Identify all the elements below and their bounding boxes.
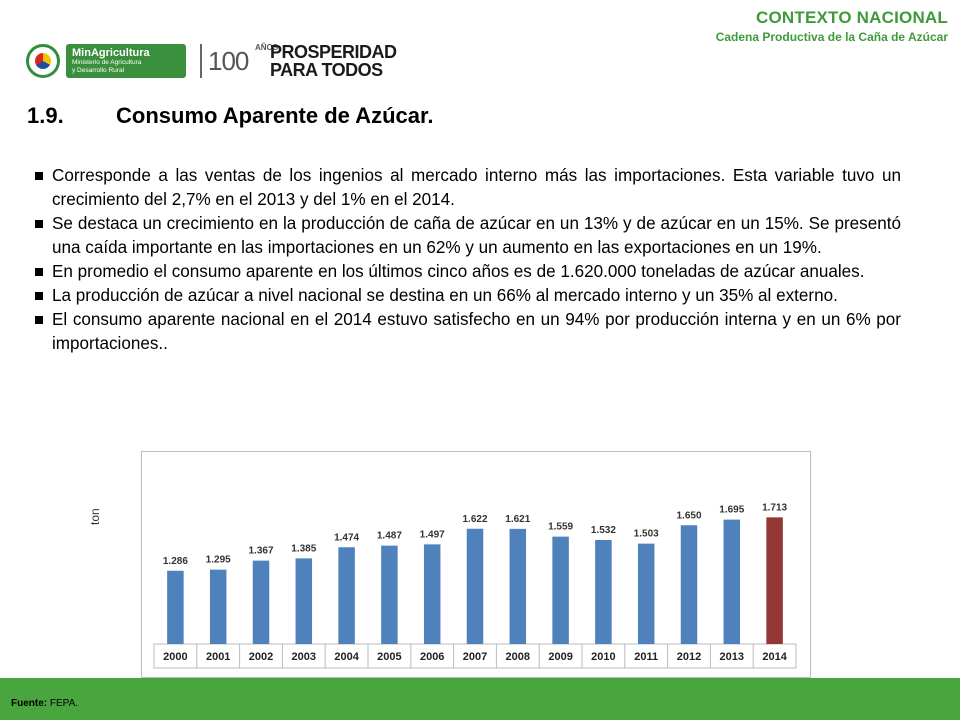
bullet-text: El consumo aparente nacional en el 2014 … <box>52 310 901 353</box>
data-label: 1.532 <box>591 525 616 536</box>
x-tick-label: 2012 <box>677 651 701 663</box>
ministry-line1: Ministerio de Agricultura <box>72 59 142 66</box>
data-label: 1.650 <box>676 510 701 521</box>
source-value: FEPA. <box>49 698 79 709</box>
bullet-item: Corresponde a las ventas de los ingenios… <box>35 164 901 212</box>
bar <box>381 545 398 644</box>
x-tick-label: 2006 <box>420 651 444 663</box>
header-subtitle: Cadena Productiva de la Caña de Azúcar <box>715 30 948 44</box>
bullet-item: El consumo aparente nacional en el 2014 … <box>35 308 901 356</box>
bullet-text: En promedio el consumo aparente en los ú… <box>52 262 865 281</box>
section-title: 1.9. Consumo Aparente de Azúcar. <box>27 103 433 129</box>
bar <box>723 519 741 644</box>
data-label: 1.286 <box>163 556 188 567</box>
data-label: 1.474 <box>334 532 359 543</box>
bullet-square-icon <box>35 220 43 228</box>
data-label: 1.503 <box>634 529 659 540</box>
bar <box>552 536 569 644</box>
data-label: 1.487 <box>377 531 402 542</box>
bullet-text: Corresponde a las ventas de los ingenios… <box>52 166 901 209</box>
source-label: Fuente: <box>11 698 48 709</box>
x-tick-label: 2007 <box>463 651 487 663</box>
data-label: 1.622 <box>462 514 487 525</box>
x-tick-label: 2001 <box>206 651 230 663</box>
bullet-item: En promedio el consumo aparente en los ú… <box>35 260 901 284</box>
bar <box>338 547 355 644</box>
bullet-text: La producción de azúcar a nivel nacional… <box>52 286 838 305</box>
x-tick-label: 2011 <box>634 651 658 663</box>
data-label: 1.497 <box>420 529 445 540</box>
x-tick-label: 2009 <box>548 651 572 663</box>
bullet-item: Se destaca un crecimiento en la producci… <box>35 212 901 260</box>
bar <box>209 569 227 644</box>
bullet-text: Se destaca un crecimiento en la producci… <box>52 214 901 257</box>
minagricultura-logo: MinAgricultura Ministerio de Agricultura… <box>66 44 186 78</box>
data-label: 1.621 <box>505 514 530 525</box>
bar <box>167 570 184 644</box>
consumption-chart: 1.286 2000 1.295 2001 1.367 2002 1.385 2003 1.47… <box>141 451 811 678</box>
x-tick-label: 2000 <box>163 651 187 663</box>
bar <box>423 544 441 644</box>
bar <box>637 543 655 644</box>
bullet-square-icon <box>35 172 43 180</box>
data-label: 1.367 <box>248 546 273 557</box>
logo-bar: MinAgricultura Ministerio de Agricultura… <box>22 40 397 82</box>
bar <box>466 528 484 644</box>
header-title: CONTEXTO NACIONAL <box>756 8 948 27</box>
bullet-list: Corresponde a las ventas de los ingenios… <box>35 164 901 356</box>
bar <box>252 560 270 644</box>
section-heading: Consumo Aparente de Azúcar. <box>116 103 434 128</box>
bullet-square-icon <box>35 316 43 324</box>
bar <box>509 528 527 644</box>
x-tick-label: 2005 <box>377 651 401 663</box>
ministry-name: MinAgricultura <box>72 47 150 59</box>
hundred-years-logo: 100 <box>208 46 249 76</box>
data-label: 1.295 <box>206 555 231 566</box>
bullet-item: La producción de azúcar a nivel nacional… <box>35 284 901 308</box>
bullet-square-icon <box>35 292 43 300</box>
x-tick-label: 2014 <box>762 651 787 663</box>
x-tick-label: 2008 <box>506 651 530 663</box>
colombia-seal-icon <box>26 44 60 78</box>
ministry-line2: y Desarrollo Rural <box>72 67 125 74</box>
bullet-square-icon <box>35 268 43 276</box>
data-label: 1.713 <box>762 502 787 513</box>
chart-unit-label: ton <box>88 508 102 525</box>
footer-source: Fuente: FEPA. <box>11 698 78 709</box>
x-tick-label: 2013 <box>720 651 744 663</box>
logo-divider <box>200 44 202 78</box>
data-label: 1.695 <box>719 505 744 516</box>
bar <box>680 525 698 644</box>
bar <box>295 558 313 644</box>
section-number: 1.9. <box>27 103 64 128</box>
footer-band <box>0 678 960 720</box>
bar <box>766 517 783 644</box>
data-label: 1.559 <box>548 522 573 533</box>
data-label: 1.385 <box>291 543 316 554</box>
prosperidad-logo: PROSPERIDAD PARA TODOS <box>270 43 397 79</box>
bar <box>595 540 612 644</box>
x-tick-label: 2002 <box>249 651 273 663</box>
chart-svg: 1.286 2000 1.295 2001 1.367 2002 1.385 2003 1.47… <box>153 502 797 669</box>
header-context: CONTEXTO NACIONAL Cadena Productiva de l… <box>716 8 948 44</box>
anos-label: AÑOS <box>255 43 279 52</box>
slogan-line2: PARA TODOS <box>270 60 383 80</box>
slogan-line1: PROSPERIDAD <box>270 42 397 62</box>
x-tick-label: 2004 <box>334 651 359 663</box>
x-tick-label: 2003 <box>292 651 316 663</box>
x-tick-label: 2010 <box>591 651 615 663</box>
